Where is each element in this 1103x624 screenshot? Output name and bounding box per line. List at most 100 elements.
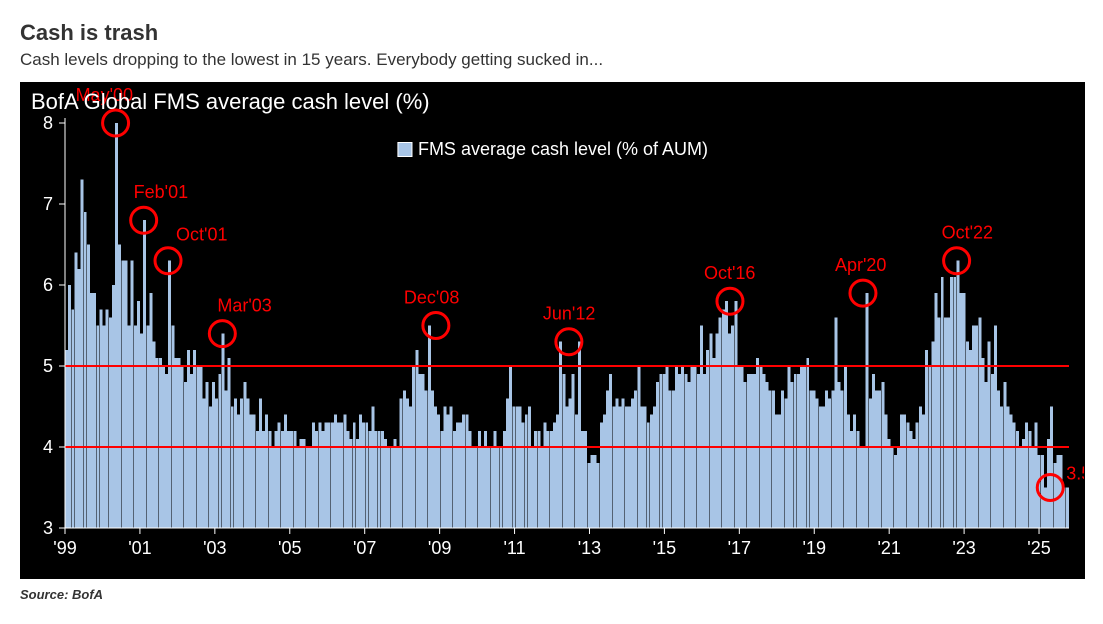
bar [922,415,925,528]
bar [891,447,894,528]
bar [750,374,753,528]
bar [359,415,362,528]
bar [650,415,653,528]
bar [744,382,747,528]
bar [93,293,96,528]
bar [137,301,140,528]
bar [825,390,828,528]
bar [281,431,284,528]
bar [415,350,418,528]
bar [656,382,659,528]
bar [403,390,406,528]
bar [90,293,93,528]
bar [422,374,425,528]
bar [312,423,315,528]
bar [712,358,715,528]
bar [1025,423,1028,528]
bar [68,285,71,528]
bar [997,390,1000,528]
bar [99,309,102,528]
ytick-label: 4 [43,437,53,457]
bar [813,390,816,528]
bar [841,390,844,528]
ytick-label: 8 [43,113,53,133]
bar [159,358,162,528]
bar [628,407,631,529]
annotation-circle [423,313,449,339]
bar [375,431,378,528]
bar [822,407,825,529]
bar [465,415,468,528]
bar [346,431,349,528]
bar [1047,439,1050,528]
bar [87,245,90,529]
bar [103,326,106,529]
bar [340,423,343,528]
bar [609,374,612,528]
bar [506,398,509,528]
bar [731,326,734,529]
bar [756,358,759,528]
bar [1053,463,1056,528]
bar [481,447,484,528]
xtick-label: '09 [428,538,451,558]
bar [240,398,243,528]
bar [631,398,634,528]
bar [960,293,963,528]
bar [487,447,490,528]
bar [947,317,950,528]
bar [500,447,503,528]
bar [916,423,919,528]
xtick-label: '11 [503,538,525,558]
bar [393,439,396,528]
legend: FMS average cash level (% of AUM) [397,139,708,160]
bar [459,423,462,528]
bar [981,358,984,528]
bar [938,317,941,528]
xtick-label: '19 [803,538,826,558]
bar [284,415,287,528]
bar [1066,488,1069,529]
bar [428,326,431,529]
bar [797,374,800,528]
bar [684,374,687,528]
bar [762,374,765,528]
bar [537,431,540,528]
bar [296,447,299,528]
bar [950,277,953,528]
bar [622,398,625,528]
bar [215,398,218,528]
bar [225,390,228,528]
chart-title: BofA Global FMS average cash level (%) [31,89,430,115]
bar [1041,455,1044,528]
bar [168,261,171,528]
xtick-label: '01 [128,538,151,558]
bar [275,431,278,528]
bar [919,407,922,529]
bar [1010,415,1013,528]
ytick-label: 5 [43,356,53,376]
bar [1056,455,1059,528]
bar [944,317,947,528]
bar [728,334,731,528]
bar [490,447,493,528]
bar [625,407,628,529]
bar [84,212,87,528]
bar [725,301,728,528]
bar [687,382,690,528]
bar [409,407,412,529]
annotation-circle [155,248,181,274]
bar [303,439,306,528]
bar [146,326,149,529]
bar [328,423,331,528]
bar [859,447,862,528]
bar [559,342,562,528]
bar [362,423,365,528]
bar [447,415,450,528]
bar [590,455,593,528]
bar [171,326,174,529]
bar [475,447,478,528]
bar [906,423,909,528]
bar [206,382,209,528]
bar [156,358,159,528]
